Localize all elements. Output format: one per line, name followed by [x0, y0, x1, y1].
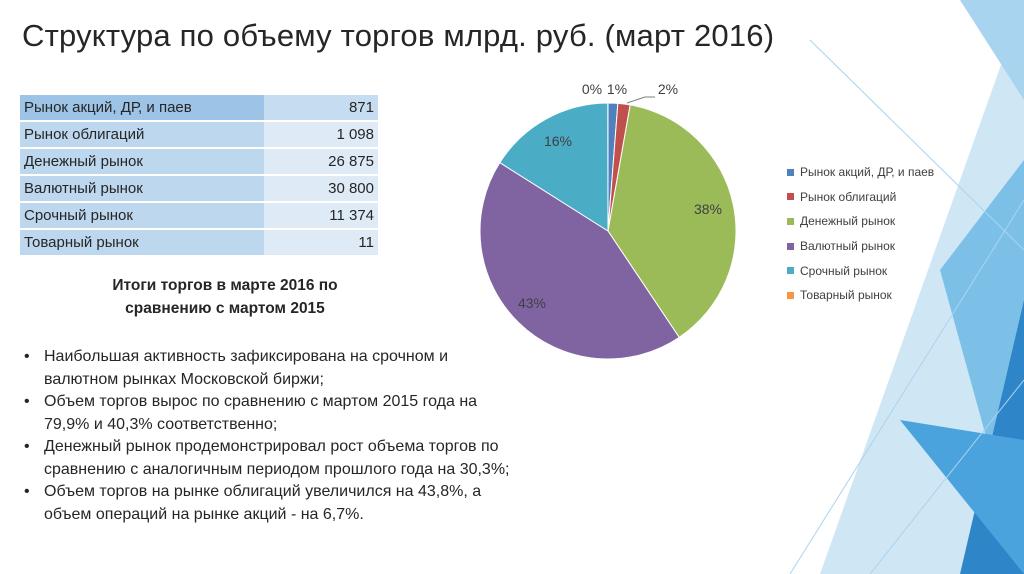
pie-data-label: 16% [544, 133, 572, 149]
deco-line-1 [809, 39, 1024, 251]
pie-data-label: 43% [518, 295, 546, 311]
row-value: 26 875 [264, 148, 378, 176]
pie-data-label: 0% [582, 81, 602, 97]
pie-data-label: 1% [607, 81, 627, 97]
pie-slice [607, 104, 737, 339]
pie-data-label: 2% [658, 81, 678, 97]
row-value: 1 098 [264, 121, 378, 149]
deco-panel-4 [900, 420, 1024, 574]
table-row: Товарный рынок 11 [20, 229, 378, 257]
legend-swatch [787, 168, 794, 176]
bullet-list: Наибольшая активность зафиксирована на с… [20, 346, 520, 526]
legend-swatch [787, 217, 794, 225]
legend-item: Срочный рынок [787, 258, 934, 283]
results-subheading: Итоги торгов в марте 2016 по сравнению с… [112, 277, 338, 317]
deco-line-3 [869, 379, 1024, 574]
pie-slice [499, 102, 609, 232]
legend-label: Срочный рынок [800, 263, 888, 278]
pie-data-label: 38% [694, 201, 722, 217]
row-name: Срочный рынок [20, 202, 264, 230]
chart-legend: Рынок акций, ДР, и паев Рынок облигаций Де… [787, 160, 934, 308]
deco-panel-5 [960, 0, 1024, 100]
table-row: Рынок акций, ДР, и паев 871 [20, 95, 378, 122]
volume-table: Рынок акций, ДР, и паев 871 Рынок облигац… [20, 95, 378, 257]
table-row: Срочный рынок 11 374 [20, 202, 378, 230]
bullet-item: Объем торгов вырос по сравнению с мартом… [20, 391, 520, 436]
legend-item: Валютный рынок [787, 234, 934, 259]
table-row: Валютный рынок 30 800 [20, 175, 378, 203]
legend-item: Товарный рынок [787, 283, 934, 308]
legend-swatch [787, 242, 794, 250]
pie-slice [479, 161, 680, 360]
row-value: 11 [264, 229, 378, 257]
row-value: 871 [264, 95, 378, 122]
row-value: 11 374 [264, 202, 378, 230]
legend-item: Рынок облигаций [787, 185, 934, 210]
row-name: Валютный рынок [20, 175, 264, 203]
legend-label: Валютный рынок [800, 239, 896, 254]
legend-item: Рынок акций, ДР, и паев [787, 160, 934, 185]
row-name: Рынок акций, ДР, и паев [20, 95, 264, 122]
row-name: Денежный рынок [20, 148, 264, 176]
table-row: Рынок облигаций 1 098 [20, 121, 378, 149]
legend-item: Денежный рынок [787, 209, 934, 234]
bullet-item: Денежный рынок продемонстрировал рост об… [20, 436, 520, 481]
label-leader-line [626, 96, 655, 104]
legend-swatch [787, 267, 794, 275]
legend-label: Рынок акций, ДР, и паев [800, 165, 935, 180]
bullet-item: Наибольшая активность зафиксирована на с… [20, 346, 520, 391]
legend-label: Рынок облигаций [800, 189, 897, 204]
bullet-item: Объем торгов на рынке облигаций увеличил… [20, 481, 520, 526]
deco-panel-1 [820, 0, 1024, 574]
table-row: Денежный рынок 26 875 [20, 148, 378, 176]
legend-label: Товарный рынок [800, 288, 892, 303]
row-name: Товарный рынок [20, 229, 264, 257]
slide-title: Структура по объему торгов млрд. руб. (м… [22, 18, 775, 53]
legend-swatch [787, 193, 794, 201]
legend-label: Денежный рынок [800, 214, 896, 229]
deco-line-2 [789, 199, 1024, 574]
row-value: 30 800 [264, 175, 378, 203]
legend-swatch [787, 291, 794, 299]
row-name: Рынок облигаций [20, 121, 264, 149]
